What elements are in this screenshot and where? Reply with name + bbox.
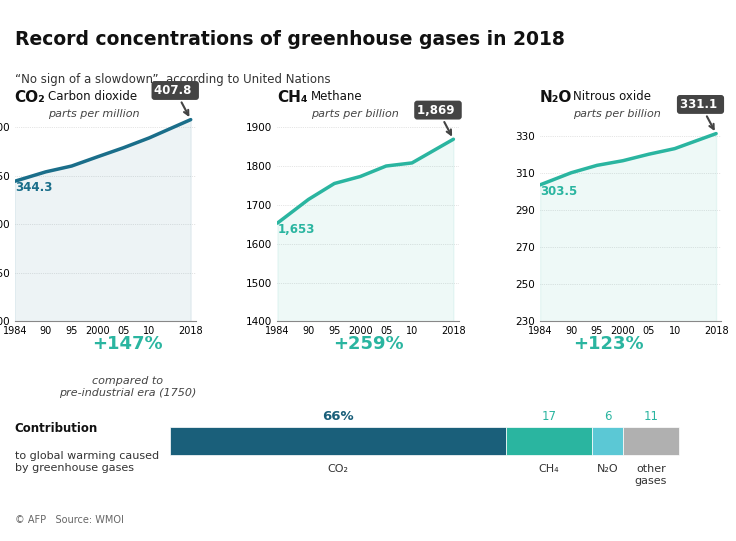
Text: 1,869: 1,869 [417,103,459,135]
Text: N₂O: N₂O [597,464,618,474]
Text: CO₂: CO₂ [328,464,349,474]
Text: +123%: +123% [573,335,643,353]
Text: parts per billion: parts per billion [311,109,398,119]
Text: 407.8: 407.8 [155,84,196,115]
Text: other
gases: other gases [634,464,667,486]
FancyBboxPatch shape [506,427,592,456]
Text: 1,653: 1,653 [277,223,315,236]
Text: “No sign of a slowdown”, according to United Nations: “No sign of a slowdown”, according to Un… [15,73,330,86]
Text: to global warming caused
by greenhouse gases: to global warming caused by greenhouse g… [15,451,159,472]
Text: CH₄: CH₄ [539,464,559,474]
Text: 6: 6 [604,410,612,423]
Text: CO₂: CO₂ [15,90,46,105]
Text: Contribution: Contribution [15,422,98,435]
Text: parts per billion: parts per billion [573,109,661,119]
Text: +147%: +147% [93,335,163,353]
FancyBboxPatch shape [170,427,506,456]
Text: compared to
pre-industrial era (1750): compared to pre-industrial era (1750) [59,377,197,398]
FancyBboxPatch shape [592,427,623,456]
Text: 344.3: 344.3 [15,181,52,194]
Text: parts per million: parts per million [48,109,139,119]
Text: Nitrous oxide: Nitrous oxide [573,90,651,103]
Text: 11: 11 [643,410,659,423]
FancyBboxPatch shape [623,427,679,456]
Text: 303.5: 303.5 [540,185,577,198]
Text: Carbon dioxide: Carbon dioxide [48,90,137,103]
Text: 66%: 66% [322,410,354,423]
Text: Record concentrations of greenhouse gases in 2018: Record concentrations of greenhouse gase… [15,30,565,49]
Text: N₂O: N₂O [540,90,573,105]
Text: Methane: Methane [311,90,362,103]
Text: +259%: +259% [333,335,403,353]
Text: CH₄: CH₄ [277,90,308,105]
Text: 17: 17 [542,410,556,423]
Text: © AFP   Source: WMOI: © AFP Source: WMOI [15,515,124,525]
Text: 331.1: 331.1 [680,98,721,129]
